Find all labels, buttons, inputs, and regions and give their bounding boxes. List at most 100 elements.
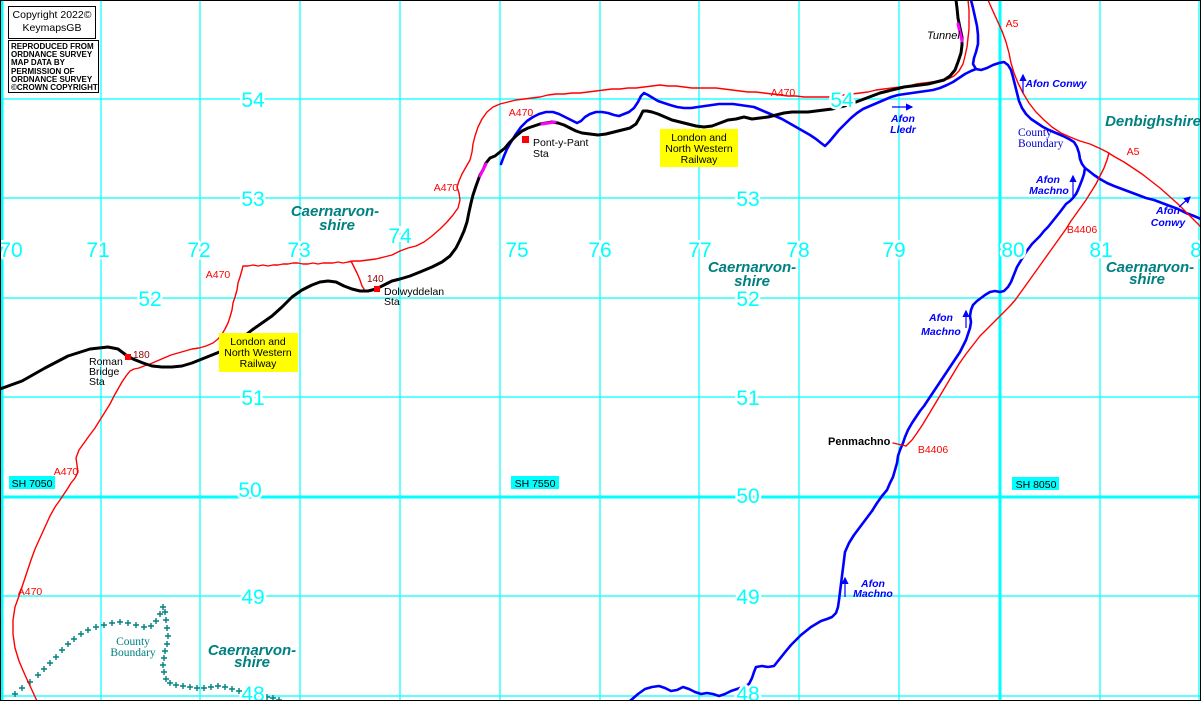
map-label-pont-y-pant: Pont-y-Pant <box>533 137 589 149</box>
county-boundary-cross <box>157 611 163 617</box>
grid-easting-label: 78 <box>786 239 809 262</box>
grid-northing-label: 52 <box>736 288 759 311</box>
map-label-sh-7050: SH 7050 <box>12 478 53 490</box>
county-boundary-cross <box>85 627 91 633</box>
map-label-shire: shire <box>319 217 355 234</box>
copyright-line2: KeymapsGB <box>22 22 82 34</box>
grid-northing-label: 48 <box>241 683 264 701</box>
county-boundary-cross <box>65 641 71 647</box>
county-boundary-cross <box>163 676 169 682</box>
os-notice-line: ©CROWN COPYRIGHT <box>11 83 98 93</box>
map-label-afon: Afon <box>890 113 915 125</box>
railway-label-bg <box>219 333 298 372</box>
road-a470-station-spur <box>350 260 365 290</box>
map-label-tunnel: Tunnel <box>927 30 960 42</box>
county-boundary-cross <box>257 693 263 699</box>
road-a5 <box>987 0 1201 228</box>
county-boundary-cross <box>222 684 228 690</box>
station-marker-dolwyddelan-sta <box>374 286 380 292</box>
map-label-caernarvon-: Caernarvon- <box>708 259 796 276</box>
grid-northing-label: 51 <box>241 387 264 410</box>
county-boundary-cross <box>173 682 179 688</box>
map-label-sh-8050: SH 8050 <box>1016 479 1057 491</box>
map-label-a470: A470 <box>771 87 796 99</box>
county-boundary-cross <box>141 624 147 630</box>
map-label-machno: Machno <box>853 588 893 600</box>
county-boundary-cross <box>187 684 193 690</box>
grid-easting-label: 71 <box>86 239 109 262</box>
grid-northing-label: 52 <box>138 288 161 311</box>
map-label-afon: Afon <box>1035 174 1060 186</box>
county-boundary-cross <box>133 622 139 628</box>
map-label-a470: A470 <box>509 107 534 119</box>
grid-square-label-bg <box>1012 477 1059 490</box>
grid-northing-label: 54 <box>241 89 265 112</box>
map-label-b4406: B4406 <box>918 444 949 456</box>
county-boundary-cross <box>153 618 159 624</box>
map-label-roman: Roman <box>89 356 123 368</box>
grid-easting-label: 73 <box>287 239 310 262</box>
os-notice-line: ORDNANCE SURVEY <box>11 50 93 60</box>
map-label-machno: Machno <box>921 326 961 338</box>
county-boundary-cross <box>78 631 84 637</box>
grid-easting-label: 74 <box>388 225 412 248</box>
grid-northing-label: 51 <box>736 387 759 410</box>
county-boundary-cross <box>71 636 77 642</box>
grid-easting-label: 77 <box>688 239 711 262</box>
tunnel-segment <box>540 120 557 126</box>
grid-northing-label: 53 <box>736 188 759 211</box>
station-marker-pont-y-pant-sta <box>522 136 529 143</box>
grid-square-label-bg <box>511 476 559 489</box>
county-boundary-cross <box>148 623 154 629</box>
os-notice-line: MAP DATA BY <box>11 58 65 68</box>
county-boundary-cross <box>161 655 167 661</box>
map-label-afon: Afon <box>1155 205 1180 217</box>
grid-northing-label: 49 <box>241 586 264 609</box>
map-label-sh-7550: SH 7550 <box>515 478 556 490</box>
map-label-county: County <box>116 636 150 648</box>
grid-easting-label: 79 <box>882 239 905 262</box>
map-label-afon: Afon <box>860 578 885 590</box>
county-boundary-cross <box>194 685 200 691</box>
map-label-boundary: Boundary <box>110 647 156 659</box>
tunnel-segment <box>478 162 488 178</box>
county-boundary-cross <box>109 620 115 626</box>
afon-conwy-arrow <box>1178 196 1191 208</box>
map-label-sta: Sta <box>533 148 549 160</box>
county-boundary-cross <box>125 620 131 626</box>
grid-easting-label: 80 <box>1001 239 1024 262</box>
county-boundary-cross <box>180 683 186 689</box>
road-penmachno-leader <box>892 442 907 447</box>
county-boundary-cross <box>19 685 25 691</box>
map-label-b4406: B4406 <box>1067 224 1098 236</box>
map-label-shire: shire <box>1129 271 1165 288</box>
map-label-lledr: Lledr <box>890 124 917 136</box>
county-boundary-cross <box>164 641 170 647</box>
county-boundary-cross <box>208 684 214 690</box>
map-label-a470: A470 <box>18 586 43 598</box>
grid-northing-label: 54 <box>830 89 854 112</box>
grid-northing-label: 48 <box>736 683 759 701</box>
county-boundary-cross <box>164 625 170 631</box>
county-boundary-cross <box>229 686 235 692</box>
county-boundary-cross <box>162 609 168 615</box>
grid-easting-label: 70 <box>0 239 23 262</box>
map-label-180: 180 <box>133 350 150 361</box>
map-label-sta: Sta <box>384 296 400 308</box>
map-label-a470: A470 <box>434 182 459 194</box>
county-boundary-cross <box>35 672 41 678</box>
map-label-shire: shire <box>734 273 770 290</box>
map-label-conwy: Conwy <box>1151 217 1187 229</box>
map-label-dolwyddelan: Dolwyddelan <box>384 286 444 298</box>
county-boundary-cross <box>47 660 53 666</box>
county-boundary-cross <box>59 647 65 653</box>
map-label-bridge: Bridge <box>89 366 120 378</box>
county-boundary-cross <box>201 685 207 691</box>
map-label-machno: Machno <box>1029 185 1069 197</box>
county-boundary-cross <box>250 692 256 698</box>
map-label-north-western: North Western <box>224 347 292 359</box>
os-notice-line: ORDNANCE SURVEY <box>11 74 93 84</box>
county-boundary-cross <box>41 666 47 672</box>
county-boundary-cross <box>53 654 59 660</box>
grid-easting-label: 76 <box>588 239 611 262</box>
